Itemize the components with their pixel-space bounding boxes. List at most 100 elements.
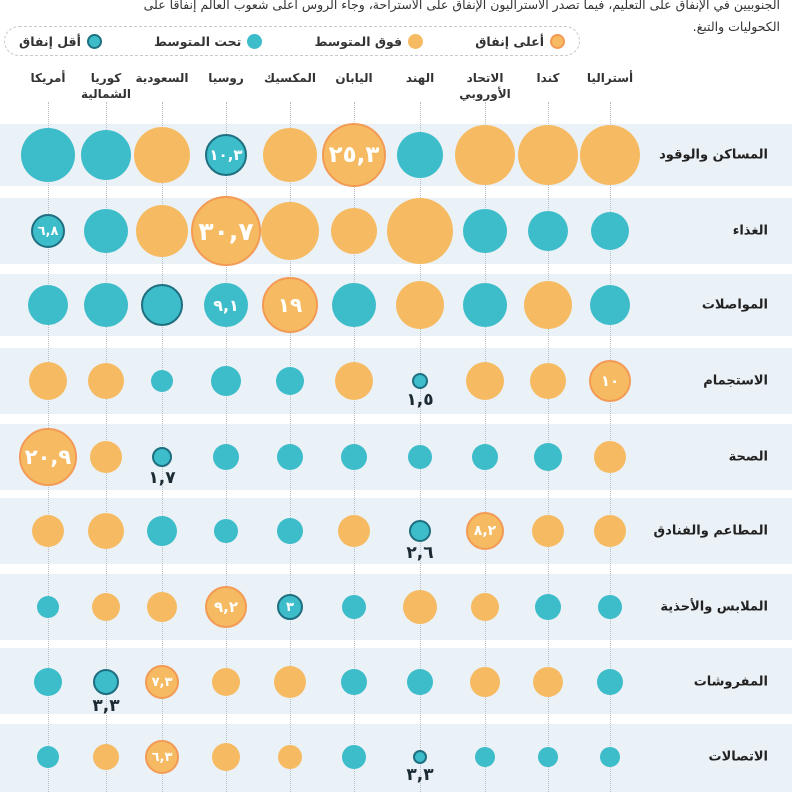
highest-spend-dot-icon — [550, 33, 565, 49]
above-average-bubble — [331, 208, 377, 254]
above-average-bubble — [278, 745, 302, 769]
above-average-bubble — [261, 202, 319, 260]
intro-line-2: الكحوليات والتبغ. — [692, 19, 780, 34]
highest-spend-bubble: ١٠ — [589, 360, 631, 402]
above-average-bubble — [532, 515, 564, 547]
row-band — [0, 724, 792, 792]
above-average-bubble — [263, 128, 317, 182]
highest-spend-bubble: ٣٠,٧ — [191, 196, 261, 266]
highest-spend-bubble: ٢٥,٣ — [322, 123, 386, 187]
column-header: السعودية — [135, 71, 189, 85]
intro-line-1: الجنوبيين في الإنفاق على التعليم، فيما ت… — [143, 0, 780, 12]
below-average-bubble — [463, 209, 507, 253]
bubble-value-below: ١,٥ — [406, 390, 434, 410]
column-header: أمريكا — [30, 71, 66, 85]
above-average-bubble — [594, 441, 626, 473]
below-average-bubble — [598, 595, 622, 619]
column-header: الهند — [405, 71, 435, 85]
bubble-value-below: ١,٧ — [148, 468, 176, 488]
below-average-bubble — [397, 132, 443, 178]
below-average-dot-icon — [247, 33, 263, 49]
column-header: الاتحاد الأوروبي — [459, 71, 511, 101]
bubble-value-below: ٢,٦ — [406, 543, 434, 563]
above-average-bubble — [471, 593, 499, 621]
above-average-bubble — [455, 125, 515, 185]
highest-spend-bubble: ٦,٣ — [145, 740, 179, 774]
below-average-bubble — [341, 444, 367, 470]
lowest-spend-bubble — [152, 447, 172, 467]
intro-text: الجنوبيين في الإنفاق على التعليم، فيما ت… — [80, 0, 780, 38]
row-band — [0, 424, 792, 490]
above-average-bubble — [396, 281, 444, 329]
row-band — [0, 348, 792, 414]
below-average-bubble — [147, 516, 177, 546]
below-average-bubble — [211, 366, 241, 396]
above-average-bubble — [136, 205, 188, 257]
above-average-bubble — [29, 362, 67, 400]
below-average-bubble — [21, 128, 75, 182]
row-label: المطاعم والفنادق — [653, 523, 768, 539]
above-average-bubble — [93, 744, 119, 770]
legend-label: أقل إنفاق — [19, 33, 81, 49]
below-average-bubble — [341, 669, 367, 695]
lowest-spend-bubble: ٣ — [277, 594, 303, 620]
lowest-spend-bubble: ٦,٨ — [31, 214, 65, 248]
below-average-bubble — [535, 594, 561, 620]
bubble-value-below: ٣,٣ — [406, 765, 434, 785]
above-average-bubble — [338, 515, 370, 547]
above-average-bubble — [518, 125, 578, 185]
above-average-bubble — [88, 363, 124, 399]
bubble-value: ٨,٢ — [473, 523, 497, 539]
column-header: كوريا الشمالية — [80, 71, 132, 101]
below-average-bubble — [475, 747, 495, 767]
highest-spend-bubble: ٨,٢ — [466, 512, 504, 550]
bubble-value: ٩,١ — [213, 295, 239, 315]
legend: أعلى إنفاق فوق المتوسط تحت المتوسط أقل إ… — [4, 26, 580, 56]
below-average-bubble — [342, 595, 366, 619]
bubble-value: ٣٠,٧ — [198, 216, 254, 246]
column-header: اليابان — [335, 71, 373, 85]
row-band — [0, 648, 792, 714]
below-average-bubble — [472, 444, 498, 470]
below-average-bubble — [34, 668, 62, 696]
bubble-value: ٩,٢ — [213, 598, 238, 616]
legend-label: تحت المتوسط — [154, 33, 242, 49]
below-average-bubble — [151, 370, 173, 392]
legend-item-below-average: تحت المتوسط — [154, 33, 263, 49]
lowest-spend-bubble — [141, 284, 183, 326]
above-average-bubble — [134, 127, 190, 183]
below-average-bubble — [597, 669, 623, 695]
above-average-bubble — [88, 513, 124, 549]
column-header: المكسيك — [264, 71, 316, 85]
above-average-bubble — [335, 362, 373, 400]
below-average-bubble — [213, 444, 239, 470]
row-band — [0, 124, 792, 186]
above-average-bubble — [387, 198, 453, 264]
highest-spend-bubble: ٢٠,٩ — [19, 428, 77, 486]
above-average-bubble — [530, 363, 566, 399]
row-label: المفروشات — [693, 674, 768, 690]
below-average-bubble: ٩,١ — [204, 283, 248, 327]
lowest-spend-bubble — [413, 750, 427, 764]
bubble-value: ١٠,٣ — [209, 146, 243, 164]
above-average-bubble — [594, 515, 626, 547]
below-average-bubble — [84, 209, 128, 253]
highest-spend-bubble: ١٩ — [262, 277, 318, 333]
above-average-bubble — [470, 667, 500, 697]
lowest-spend-dot-icon — [86, 33, 102, 49]
column-header: كندا — [536, 71, 560, 85]
row-label: المساكن والوقود — [659, 147, 768, 163]
below-average-bubble — [407, 669, 433, 695]
above-average-bubble — [212, 668, 240, 696]
bubble-value: ١٩ — [277, 293, 303, 317]
above-average-bubble — [403, 590, 437, 624]
row-label: الصحة — [728, 449, 768, 465]
below-average-bubble — [276, 367, 304, 395]
legend-label: أعلى إنفاق — [475, 33, 544, 49]
above-average-bubble — [274, 666, 306, 698]
legend-item-lowest: أقل إنفاق — [19, 33, 102, 49]
column-header: روسيا — [208, 71, 244, 85]
below-average-bubble — [332, 283, 376, 327]
below-average-bubble — [590, 285, 630, 325]
below-average-bubble — [534, 443, 562, 471]
